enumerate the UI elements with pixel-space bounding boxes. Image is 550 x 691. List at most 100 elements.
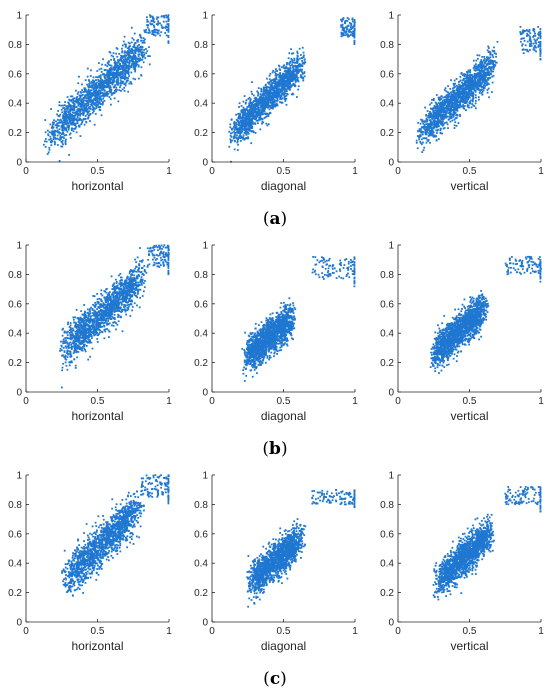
data-point: [99, 78, 102, 80]
data-point: [65, 112, 68, 115]
data-point: [353, 31, 356, 33]
data-point: [446, 106, 449, 109]
data-point: [285, 72, 288, 74]
data-point: [529, 37, 532, 40]
data-point: [492, 74, 495, 77]
data-point: [449, 102, 452, 105]
data-point: [285, 97, 288, 100]
data-point: [267, 101, 270, 104]
data-point: [93, 107, 96, 110]
data-point: [245, 131, 248, 134]
data-point: [448, 98, 451, 101]
data-point: [486, 89, 489, 91]
data-point: [449, 87, 452, 90]
data-point: [60, 145, 63, 148]
data-point: [490, 69, 492, 72]
data-point: [115, 322, 118, 325]
data-point: [421, 151, 424, 153]
data-point: [61, 136, 64, 138]
data-point: [459, 99, 462, 102]
data-point: [475, 66, 478, 69]
data-point: [267, 92, 269, 95]
data-point: [526, 50, 529, 52]
data-point: [273, 90, 276, 93]
data-point: [54, 134, 56, 137]
data-point: [444, 95, 447, 98]
y-tick-label: 0: [202, 158, 208, 169]
data-point: [477, 80, 479, 83]
data-point: [478, 72, 481, 75]
data-point: [97, 106, 100, 108]
data-point: [520, 38, 523, 40]
data-point: [134, 59, 137, 61]
data-point: [441, 101, 444, 104]
data-point: [463, 74, 466, 76]
data-point: [426, 110, 429, 113]
data-point: [272, 89, 275, 92]
data-point: [94, 97, 97, 99]
data-point: [85, 108, 87, 111]
data-point: [295, 96, 298, 98]
data-point: [103, 73, 106, 76]
data-point: [486, 78, 489, 81]
data-point: [251, 81, 253, 84]
data-point: [447, 103, 450, 105]
data-point: [472, 86, 475, 89]
data-point: [280, 77, 283, 80]
data-point: [65, 127, 68, 130]
data-point: [143, 53, 146, 56]
data-point: [453, 110, 455, 113]
data-point: [249, 129, 252, 132]
data-point: [79, 111, 81, 114]
data-point: [136, 57, 139, 60]
data-point: [111, 73, 114, 76]
data-point: [65, 128, 67, 131]
data-point: [473, 76, 475, 78]
data-point: [94, 95, 97, 98]
data-point: [473, 105, 476, 107]
data-point: [292, 82, 295, 85]
data-point: [124, 46, 127, 48]
data-point: [263, 101, 266, 104]
data-point: [459, 103, 461, 106]
data-point: [489, 53, 492, 56]
data-point: [533, 49, 536, 52]
data-point: [116, 72, 118, 75]
data-point: [66, 108, 69, 111]
data-point: [439, 111, 442, 114]
data-point: [454, 117, 457, 120]
data-point: [467, 71, 469, 74]
data-point: [433, 122, 436, 125]
data-point: [253, 97, 256, 100]
data-point: [437, 128, 440, 131]
data-point: [492, 63, 495, 65]
data-point: [457, 90, 460, 93]
data-point: [438, 110, 441, 113]
data-point: [473, 81, 476, 84]
data-point: [60, 136, 63, 139]
data-point: [86, 67, 89, 70]
data-point: [285, 85, 288, 88]
data-point: [128, 42, 131, 45]
data-point: [127, 69, 130, 72]
data-point: [121, 66, 124, 69]
data-point: [425, 137, 428, 140]
data-point: [164, 32, 167, 34]
data-point: [529, 38, 532, 41]
data-point: [104, 93, 107, 96]
data-point: [253, 111, 256, 114]
data-point: [257, 87, 260, 90]
data-point: [441, 132, 444, 135]
data-point: [110, 92, 113, 94]
data-point: [429, 141, 431, 144]
data-point: [106, 86, 108, 89]
data-point: [279, 95, 282, 98]
data-point: [255, 97, 258, 99]
data-point: [455, 114, 457, 117]
data-point: [433, 126, 435, 129]
data-point: [89, 86, 91, 88]
data-point: [115, 47, 118, 49]
data-point: [450, 99, 453, 102]
data-point: [416, 147, 419, 150]
data-point: [439, 107, 442, 110]
